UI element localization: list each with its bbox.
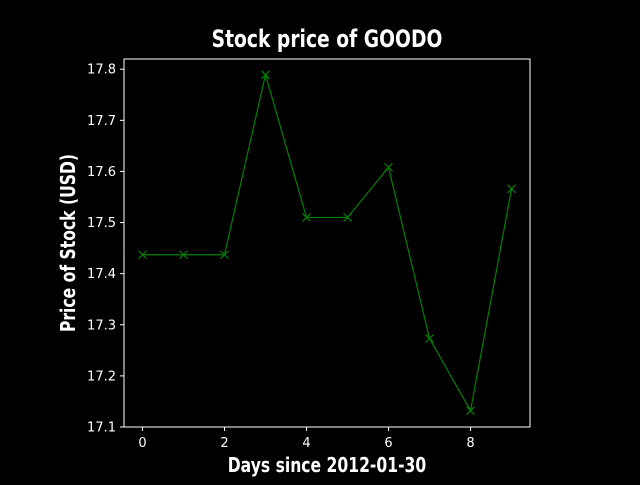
y-tick-label: 17.4 [87,267,116,282]
y-tick-label: 17.5 [87,216,116,231]
x-tick-label: 0 [138,436,146,451]
x-tick-label: 2 [220,436,228,451]
y-axis-label: Price of Stock (USD) [57,154,80,332]
x-tick-label: 4 [302,436,310,451]
y-tick-label: 17.2 [87,369,116,384]
chart-title: Stock price of GOODO [212,26,443,54]
y-tick-label: 17.8 [87,63,116,78]
series-layer [138,71,515,415]
data-point-marker [261,71,269,79]
y-axis-ticks: 17.1 17.2 17.3 17.4 17.5 17.6 17.7 17.8 [87,63,124,436]
plot-area-frame [124,59,530,427]
data-point-marker [385,163,393,171]
x-tick-label: 6 [384,436,392,451]
data-point-marker [426,335,434,343]
y-tick-label: 17.3 [87,318,116,333]
x-tick-label: 8 [466,436,474,451]
y-tick-label: 17.6 [87,165,116,180]
x-axis-label: Days since 2012-01-30 [228,454,427,477]
y-tick-label: 17.1 [87,421,116,436]
series-line [142,75,511,411]
x-axis-ticks: 0 2 4 6 8 [138,427,474,451]
y-tick-label: 17.7 [87,114,116,129]
